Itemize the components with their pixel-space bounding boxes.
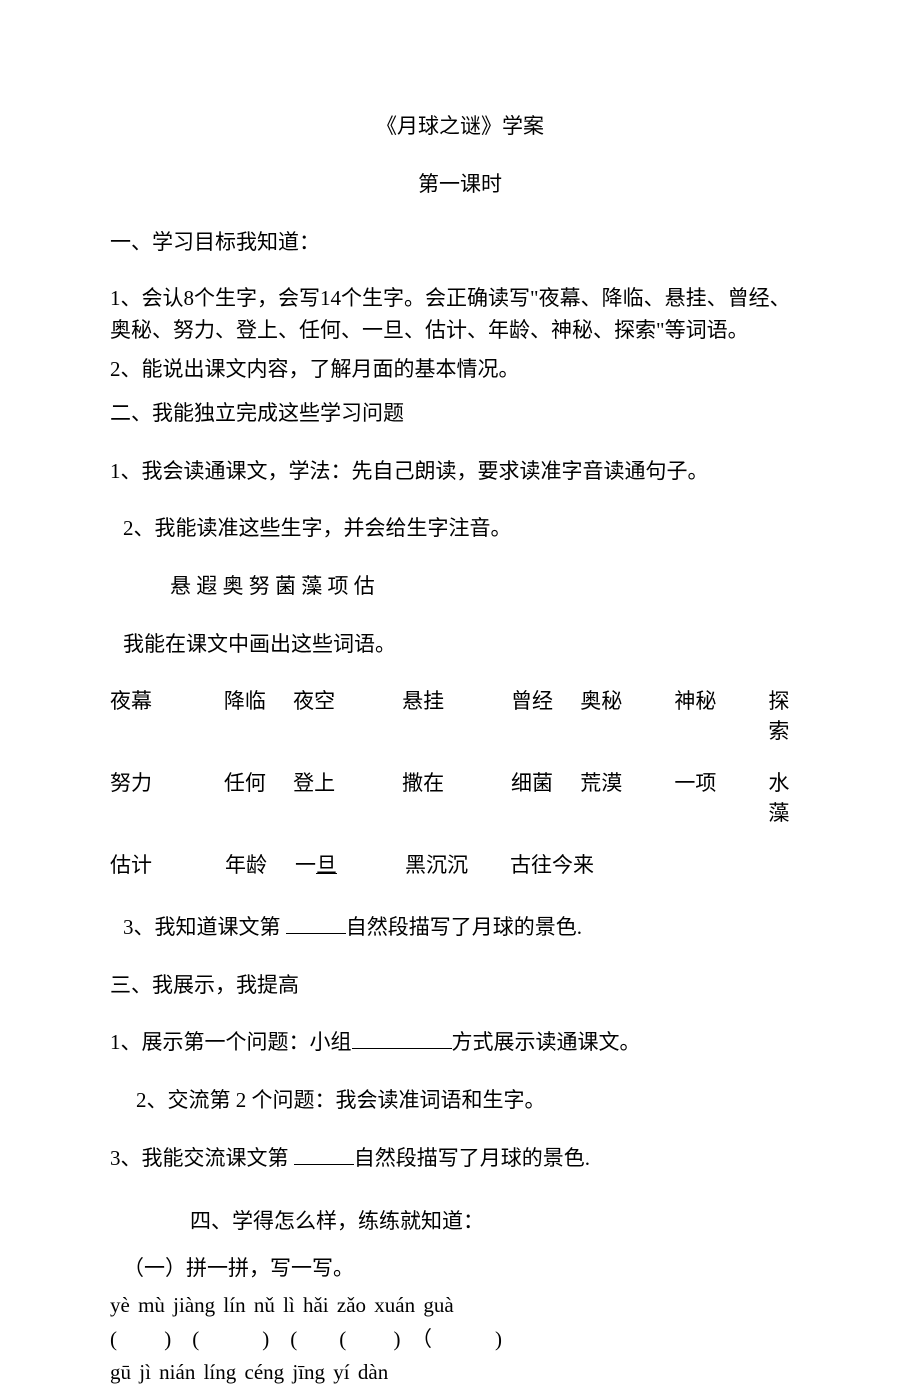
- document-title: 《月球之谜》学案: [110, 110, 810, 140]
- vocab-row-3: 估计 年龄 一旦 黑沉沉 古往今来: [110, 849, 810, 879]
- section-2-item-1: 1、我会读通课文，学法：先自己朗读，要求读准字音读通句子。: [110, 455, 810, 489]
- vocab-word: 撒在: [402, 767, 511, 827]
- vocab-word: 曾经: [511, 685, 580, 745]
- section-2-item-3: 3、我知道课文第 自然段描写了月球的景色.: [110, 911, 810, 945]
- text-after-blank: 自然段描写了月球的景色.: [354, 1146, 590, 1170]
- pinyin-line-1: yè mù jiàng lín nǔ lì hǎi zǎo xuán guà: [110, 1290, 810, 1322]
- paren-line-1[interactable]: ( ) ( ) ( ( ) （ ): [110, 1324, 810, 1356]
- section-3-item-3: 3、我能交流课文第 自然段描写了月球的景色.: [110, 1142, 810, 1176]
- vocab-word: 一旦: [295, 849, 405, 879]
- document-subtitle: 第一课时: [110, 168, 810, 198]
- section-2-item-2b: 我能在课文中画出这些词语。: [110, 628, 810, 662]
- vocab-word: 荒漠: [580, 767, 674, 827]
- fill-blank[interactable]: [286, 933, 346, 934]
- section-1-item-1: 1、会认8个生字，会写14个生字。会正确读写"夜幕、降临、悬挂、曾经、奥秘、努力…: [110, 282, 810, 347]
- pinyin-line-2: gū jì nián líng céng jīng yí dàn: [110, 1357, 810, 1389]
- section-3-item-1: 1、展示第一个问题：小组 方式展示读通课文。: [110, 1026, 810, 1060]
- vocab-word: 降临: [224, 685, 293, 745]
- section-2-item-2: 2、我能读准这些生字，并会给生字注音。: [110, 512, 810, 546]
- section-4-heading: 四、学得怎么样，练练就知道：: [110, 1205, 810, 1238]
- section-2-heading: 二、我能独立完成这些学习问题: [110, 397, 810, 431]
- fill-blank[interactable]: [352, 1048, 452, 1049]
- vocab-word: 悬挂: [402, 685, 511, 745]
- vocab-word: 估计: [110, 849, 225, 879]
- fill-blank[interactable]: [294, 1164, 354, 1165]
- text-before-blank: 3、我能交流课文第: [110, 1146, 294, 1170]
- section-2-characters: 悬 遐 奥 努 菌 藻 项 估: [110, 570, 810, 604]
- section-3-heading: 三、我展示，我提高: [110, 969, 810, 1003]
- vocab-word: 水藻: [768, 767, 810, 827]
- section-3-item-2: 2、交流第 2 个问题：我会读准词语和生字。: [110, 1084, 810, 1118]
- vocab-word: 夜空: [293, 685, 402, 745]
- vocab-word: 年龄: [225, 849, 295, 879]
- text-before-blank: 3、我知道课文第: [123, 915, 286, 939]
- vocab-word: 古往今来: [510, 849, 594, 879]
- vocab-word: 神秘: [674, 685, 768, 745]
- vocab-word: 探索: [768, 685, 810, 745]
- vocab-word: 夜幕: [110, 685, 224, 745]
- section-1-heading: 一、学习目标我知道：: [110, 226, 810, 260]
- vocab-row-2: 努力 任何 登上 撒在 细菌 荒漠 一项 水藻: [110, 767, 810, 827]
- vocab-word: 努力: [110, 767, 224, 827]
- vocab-row-1: 夜幕 降临 夜空 悬挂 曾经 奥秘 神秘 探索: [110, 685, 810, 745]
- vocab-word: 奥秘: [580, 685, 674, 745]
- text-before-blank: 1、展示第一个问题：小组: [110, 1030, 352, 1054]
- section-1-item-2: 2、能说出课文内容，了解月面的基本情况。: [110, 353, 810, 386]
- vocab-word: 细菌: [511, 767, 580, 827]
- vocab-word: 任何: [224, 767, 293, 827]
- section-4-item-1: （一）拼一拼，写一写。: [110, 1252, 810, 1285]
- vocab-word: 一项: [674, 767, 768, 827]
- text-after-blank: 方式展示读通课文。: [452, 1030, 641, 1054]
- text-after-blank: 自然段描写了月球的景色.: [346, 915, 582, 939]
- vocab-word: 黑沉沉: [405, 849, 510, 879]
- vocab-word: 登上: [293, 767, 402, 827]
